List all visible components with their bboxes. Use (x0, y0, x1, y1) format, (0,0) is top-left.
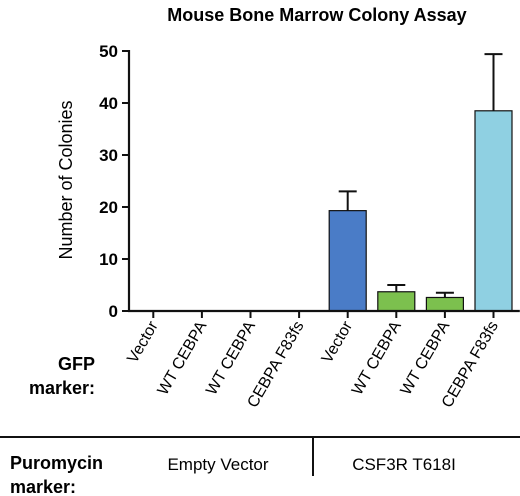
x-tick-label-6: WT CEBPA (398, 318, 454, 398)
chart-title: Mouse Bone Marrow Colony Assay (167, 5, 466, 25)
y-tick-label-1: 10 (99, 250, 118, 269)
gfp-label-line2: marker: (29, 378, 95, 398)
x-tick-label-0: Vector (124, 318, 162, 366)
gfp-label-line1: GFP (58, 354, 95, 374)
x-tick-label-2: WT CEBPA (203, 318, 259, 398)
puromycin-label-line2: marker: (10, 477, 76, 496)
bar-6 (425, 296, 464, 312)
y-tick-label-0: 0 (109, 302, 118, 321)
group-label-empty-vector: Empty Vector (167, 455, 268, 474)
y-tick-label-2: 20 (99, 198, 118, 217)
bar-7 (474, 110, 513, 312)
y-axis-label: Number of Colonies (56, 100, 76, 259)
y-tick-label-4: 40 (99, 94, 118, 113)
puromycin-label-line1: Puromycin (10, 453, 103, 473)
group-label-csf3r: CSF3R T618I (352, 455, 456, 474)
y-tick-label-5: 50 (99, 42, 118, 61)
bar-4 (328, 210, 367, 312)
x-tick-label-1: WT CEBPA (155, 318, 211, 398)
x-tick-label-4: Vector (319, 318, 357, 366)
y-tick-label-3: 30 (99, 146, 118, 165)
bar-5 (377, 291, 416, 312)
plot-area: 0 10 20 30 40 50 (99, 42, 520, 321)
x-tick-label-5: WT CEBPA (349, 318, 405, 398)
